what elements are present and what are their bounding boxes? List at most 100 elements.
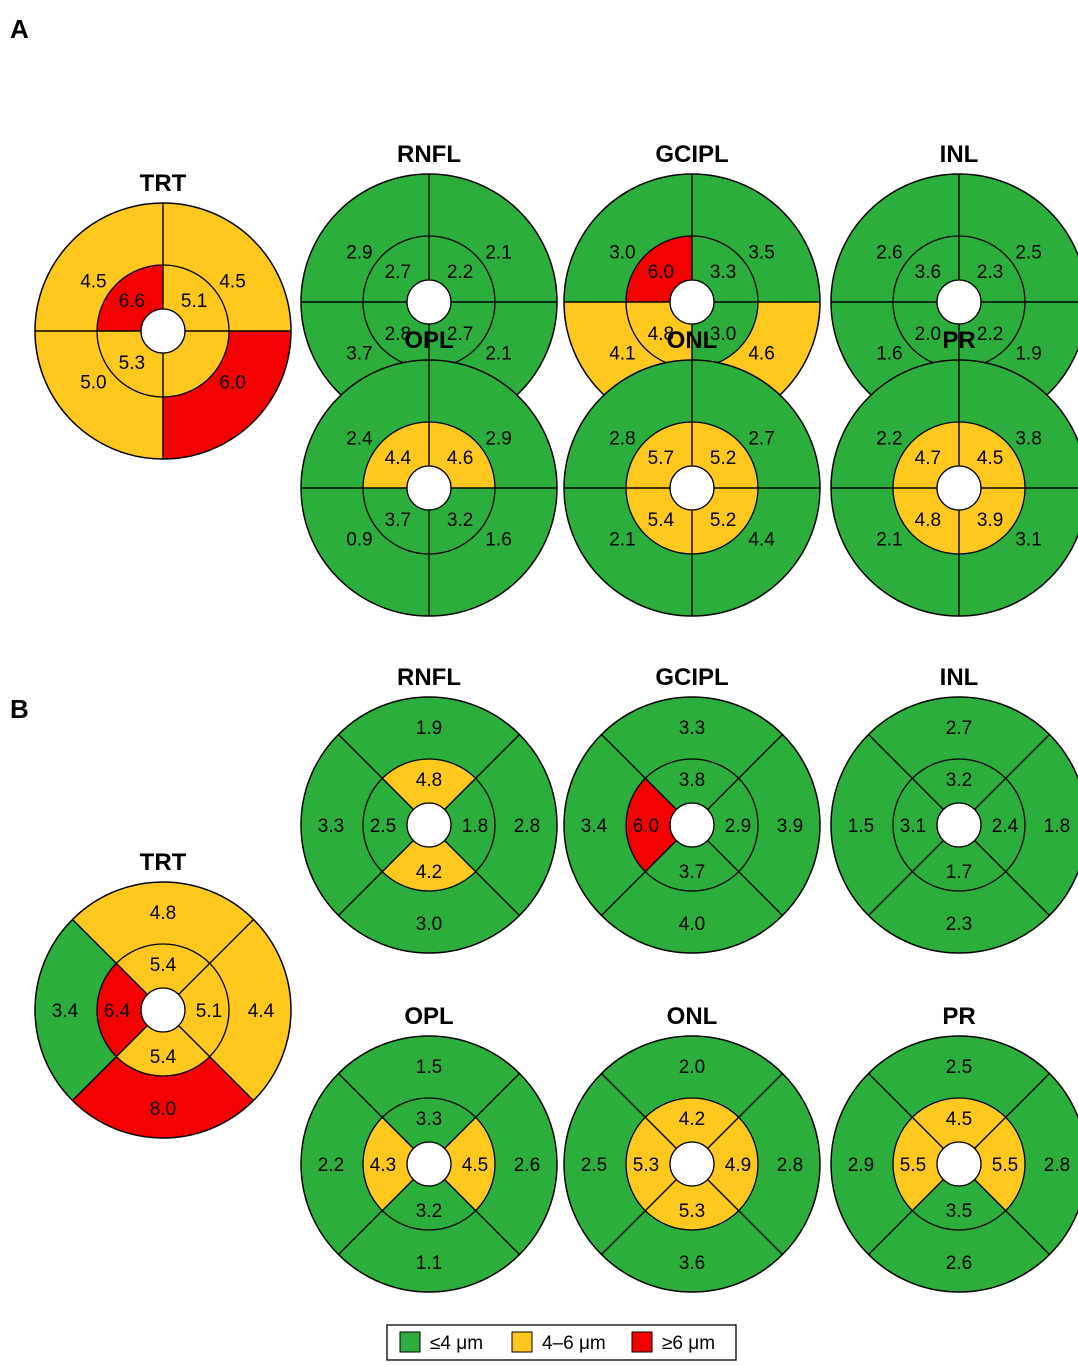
outer-sector [959, 360, 1078, 488]
outer-sector [564, 488, 692, 616]
outer-sector [338, 1036, 520, 1118]
inner-sector [912, 758, 1006, 810]
inner-value: 6.4 [104, 1001, 131, 1022]
inner-value: 3.3 [710, 262, 736, 283]
outer-value: 2.4 [346, 428, 373, 449]
legend-label-high: ≥6 μm [662, 1333, 715, 1354]
outer-sector [301, 360, 429, 488]
inner-value: 3.7 [679, 862, 705, 883]
inner-sector [429, 236, 495, 302]
outer-value: 1.5 [416, 1057, 442, 1078]
fovea-center [669, 1141, 715, 1187]
fovea-center [406, 465, 452, 511]
inner-value: 6.6 [119, 291, 145, 312]
outer-value: 3.7 [346, 344, 372, 365]
outer-sector [301, 734, 383, 916]
inner-sector [444, 778, 495, 872]
sector-divider [867, 840, 944, 917]
outer-value: 4.4 [248, 1001, 275, 1022]
inner-sector [96, 963, 148, 1057]
legend-label-mid: 4–6 μm [542, 1333, 606, 1354]
fovea-center [669, 802, 715, 848]
outer-sector [301, 174, 429, 302]
outer-sector [429, 174, 557, 302]
outer-sector [564, 1073, 646, 1255]
inner-sector [692, 302, 758, 368]
legend-swatch-low [399, 1331, 421, 1353]
outer-value: 2.8 [777, 1155, 803, 1176]
inner-value: 4.8 [915, 510, 941, 531]
legend-label-low: ≤4 μm [430, 1333, 483, 1354]
middle-ring [362, 421, 496, 555]
outer-sector [831, 174, 959, 302]
inner-sector [692, 422, 758, 488]
inner-value: 1.8 [462, 816, 488, 837]
outer-value: 2.2 [318, 1155, 344, 1176]
outer-sector [1005, 734, 1078, 916]
outer-value: 2.9 [485, 428, 511, 449]
outer-value: 1.5 [848, 816, 874, 837]
sector-divider [867, 1072, 944, 1149]
inner-value: 5.2 [710, 510, 736, 531]
outer-sector [601, 1210, 783, 1292]
outer-sector [868, 1210, 1050, 1292]
inner-value: 2.7 [447, 324, 473, 345]
outer-sector [564, 734, 646, 916]
middle-ring [892, 1097, 1026, 1231]
inner-value: 5.4 [150, 1047, 177, 1068]
outer-value: 1.9 [1015, 344, 1041, 365]
outer-sector [738, 1073, 820, 1255]
sector-divider [444, 1179, 521, 1256]
fovea-center [140, 308, 186, 354]
inner-value: 4.5 [977, 448, 1003, 469]
inner-value: 5.2 [710, 448, 736, 469]
map-title: GCIPL [655, 141, 728, 168]
inner-value: 1.7 [946, 862, 972, 883]
outer-value: 1.8 [1044, 816, 1070, 837]
inner-value: 2.9 [725, 816, 751, 837]
outer-ring [563, 1035, 821, 1293]
inner-value: 4.8 [648, 324, 674, 345]
middle-ring [625, 758, 759, 892]
outer-value: 1.6 [876, 344, 902, 365]
map-title: TRT [140, 170, 187, 197]
sector-map-onl: ONL 2.8 2.7 4.4 2.1 5.7 5.2 5.2 5.4 [563, 327, 821, 617]
inner-sector [97, 265, 163, 331]
outer-sector [601, 871, 783, 953]
inner-sector [626, 422, 692, 488]
sector-map-gcipl: GCIPL 3.3 3.9 4.0 3.4 3.8 2.9 3.7 6.0 [563, 664, 821, 954]
inner-value: 2.4 [992, 816, 1019, 837]
sector-divider [71, 1025, 148, 1102]
sector-divider [178, 1025, 255, 1102]
inner-value: 2.2 [977, 324, 1003, 345]
outer-sector [429, 488, 557, 616]
inner-value: 2.2 [447, 262, 473, 283]
outer-value: 3.1 [1015, 530, 1041, 551]
inner-value: 3.9 [977, 510, 1003, 531]
inner-value: 2.5 [370, 816, 396, 837]
map-title: OPL [404, 327, 453, 354]
inner-value: 5.1 [181, 291, 207, 312]
outer-sector [429, 360, 557, 488]
outer-ring [300, 696, 558, 954]
inner-value: 5.4 [648, 510, 675, 531]
inner-value: 3.2 [416, 1201, 442, 1222]
inner-value: 5.5 [900, 1155, 926, 1176]
inner-value: 4.4 [385, 448, 412, 469]
inner-value: 2.0 [915, 324, 941, 345]
sector-divider [178, 918, 255, 995]
inner-value: 2.8 [385, 324, 411, 345]
outer-value: 1.6 [485, 530, 511, 551]
outer-value: 2.1 [876, 530, 902, 551]
sector-divider [337, 840, 414, 917]
legend-swatch-mid [511, 1331, 533, 1353]
outer-sector [868, 1036, 1050, 1118]
outer-ring [830, 1035, 1078, 1293]
inner-sector [382, 1179, 476, 1230]
inner-sector [625, 1117, 677, 1211]
outer-sector [475, 734, 557, 916]
outer-value: 2.5 [1015, 242, 1041, 263]
inner-value: 3.2 [946, 770, 972, 791]
inner-sector [382, 758, 476, 810]
middle-ring [892, 758, 1026, 892]
